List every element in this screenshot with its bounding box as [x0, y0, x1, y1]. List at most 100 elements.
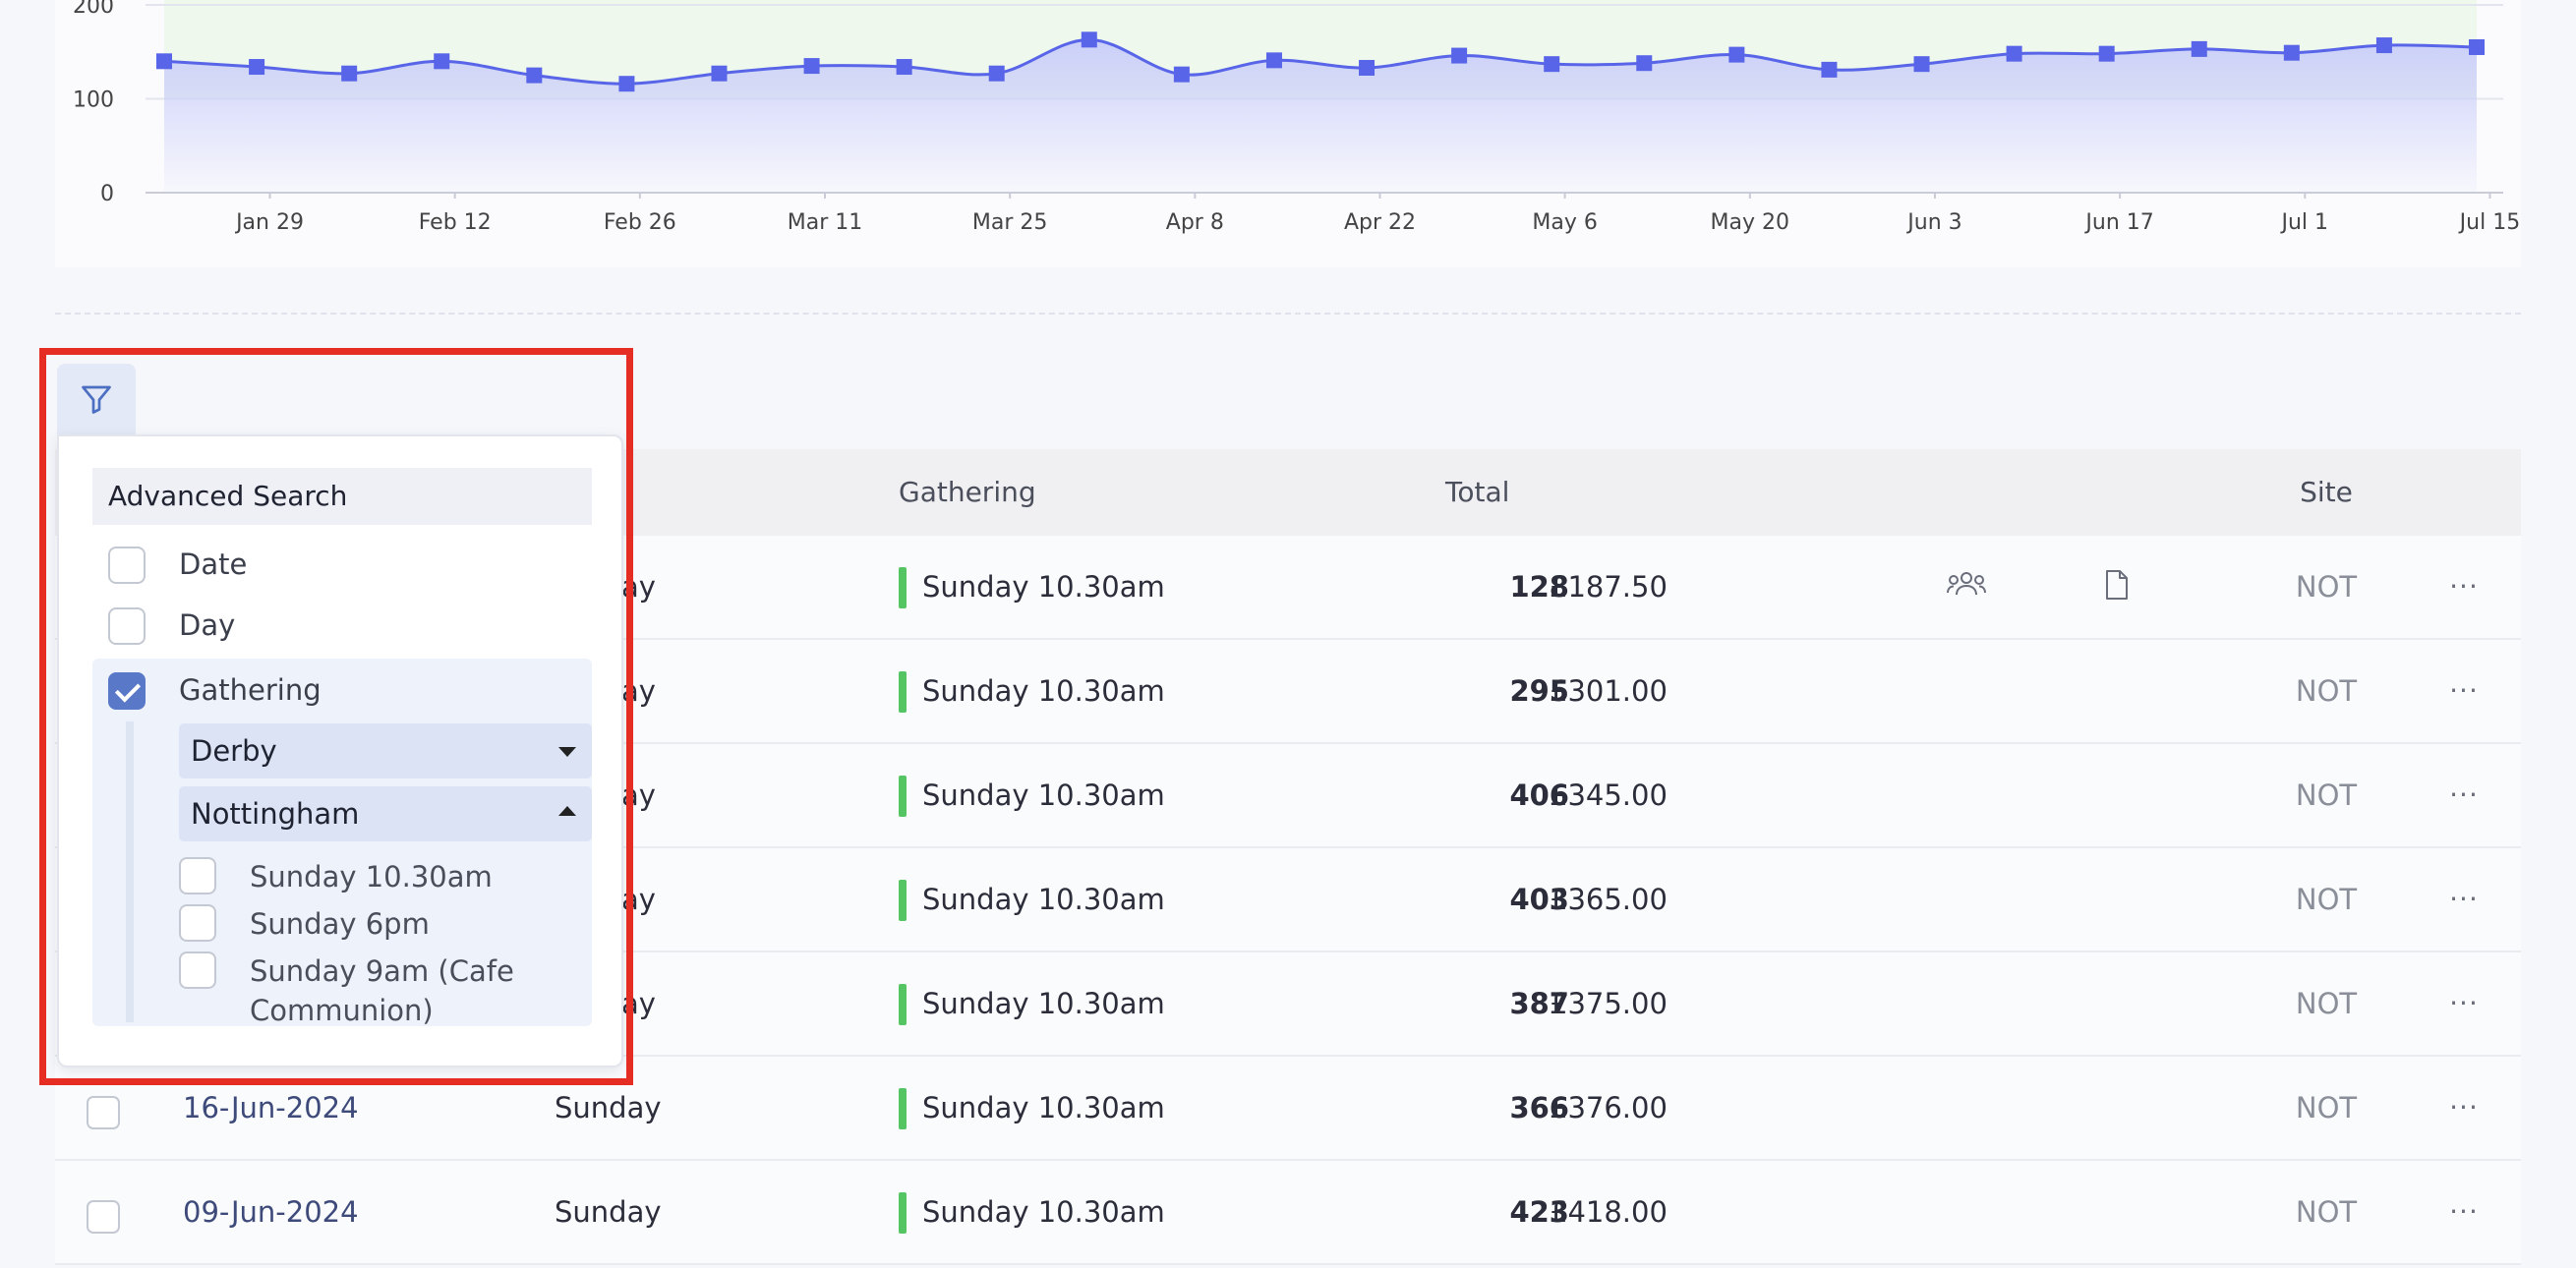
sunday-9am-label: Sunday 9am (Cafe Communion) [250, 954, 514, 1027]
data-point [249, 59, 265, 76]
gathering-color-bar [899, 1088, 907, 1129]
x-tick-label: Mar 11 [788, 210, 863, 235]
row-site: NOT [2295, 1195, 2358, 1229]
gathering-color-bar [899, 671, 907, 713]
sunday-6pm-checkbox[interactable] [179, 904, 216, 942]
sunday-6pm-label: Sunday 6pm [250, 907, 430, 941]
gathering-option-sunday-1030[interactable]: Sunday 10.30am [179, 857, 592, 896]
data-point [434, 53, 450, 70]
data-point [1913, 56, 1930, 73]
row-amount: £301.00 [1550, 674, 1668, 708]
row-site: NOT [2295, 674, 2358, 708]
option-day[interactable]: Day [92, 598, 592, 653]
row-more-button[interactable]: ··· [2449, 570, 2479, 603]
header-gathering[interactable]: Gathering [899, 476, 1036, 508]
x-tick-label: May 20 [1711, 210, 1789, 235]
row-gathering: Sunday 10.30am [922, 778, 1165, 812]
row-gathering: Sunday 10.30am [922, 570, 1165, 604]
row-more-button[interactable]: ··· [2449, 674, 2479, 707]
row-day: ay [621, 778, 656, 812]
row-more-button[interactable]: ··· [2449, 987, 2479, 1019]
sunday-9am-checkbox[interactable] [179, 951, 216, 989]
table-row[interactable]: 09-Jun-2024 Sunday Sunday 10.30am 423 £418.0… [55, 1161, 2521, 1265]
section-divider [55, 313, 2521, 315]
data-point [1081, 31, 1097, 48]
row-amount: £418.00 [1550, 1195, 1668, 1229]
data-point [2191, 40, 2207, 57]
x-tick-label: Jul 1 [2280, 210, 2329, 235]
gathering-color-bar [899, 776, 907, 817]
row-day: ay [621, 674, 656, 708]
row-site: NOT [2295, 778, 2358, 812]
date-checkbox[interactable] [108, 547, 146, 584]
site-dropdown-derby[interactable]: Derby [179, 723, 592, 778]
site-derby-label: Derby [191, 734, 277, 768]
header-total[interactable]: Total [1445, 476, 1510, 508]
row-day: Sunday [555, 1195, 662, 1229]
row-site: NOT [2295, 570, 2358, 604]
data-point [711, 65, 728, 82]
data-point [526, 67, 543, 84]
x-tick-label: Jun 17 [2083, 210, 2153, 235]
gathering-checkbox[interactable] [108, 672, 146, 710]
row-checkbox[interactable] [87, 1096, 120, 1129]
data-point [2098, 45, 2115, 62]
x-tick-label: Apr 22 [1344, 210, 1416, 235]
row-total: 403 [1509, 883, 1569, 916]
option-gathering[interactable]: Gathering [92, 663, 592, 718]
gathering-group-guide [126, 721, 134, 1022]
x-tick-label: Mar 25 [972, 210, 1048, 235]
header-site[interactable]: Site [2300, 476, 2353, 508]
attendance-chart: 0 100 200 Jan 29 Feb 12 Feb 26 Mar 11 Mar 25 Apr… [0, 0, 2576, 280]
sunday-1030-checkbox[interactable] [179, 857, 216, 894]
x-tick-label: May 6 [1532, 210, 1597, 235]
data-point [896, 59, 912, 76]
chevron-down-icon [558, 747, 576, 757]
y-tick-label: 0 [100, 182, 114, 206]
chevron-up-icon [558, 806, 576, 816]
document-icon[interactable] [2104, 569, 2130, 601]
row-day: ay [621, 987, 656, 1020]
y-tick-label: 200 [73, 0, 114, 19]
gathering-option-sunday-9am[interactable]: Sunday 9am (Cafe Communion) [179, 951, 592, 1030]
people-icon[interactable] [1947, 569, 1986, 601]
row-date-link[interactable]: 16-Jun-2024 [183, 1091, 359, 1124]
row-gathering: Sunday 10.30am [922, 987, 1165, 1020]
advanced-search-panel: Advanced Search Date Day Gathering Derby… [57, 434, 623, 1067]
gathering-color-bar [899, 880, 907, 921]
table-row[interactable]: 16-Jun-2024 Sunday Sunday 10.30am 366 £376.0… [55, 1057, 2521, 1161]
x-tick-label: Apr 8 [1166, 210, 1224, 235]
gathering-color-bar [899, 567, 907, 608]
option-day-label: Day [179, 608, 236, 642]
row-total: 423 [1509, 1195, 1569, 1229]
gathering-color-bar [899, 1192, 907, 1234]
site-dropdown-nottingham[interactable]: Nottingham [179, 786, 592, 841]
x-tick-label: Jan 29 [234, 210, 304, 235]
data-point [1451, 47, 1468, 64]
attendance-chart-svg: 0 100 200 Jan 29 Feb 12 Feb 26 Mar 11 Mar 25 Apr… [55, 0, 2521, 267]
data-point [2375, 37, 2392, 54]
row-more-button[interactable]: ··· [2449, 1091, 2479, 1124]
gathering-option-sunday-6pm[interactable]: Sunday 6pm [179, 904, 592, 944]
option-date[interactable]: Date [92, 537, 592, 592]
row-total: 295 [1509, 674, 1569, 708]
data-point [1359, 59, 1376, 76]
row-more-button[interactable]: ··· [2449, 1195, 2479, 1228]
data-point [156, 53, 172, 70]
row-more-button[interactable]: ··· [2449, 883, 2479, 915]
row-total: 387 [1509, 987, 1569, 1020]
site-nottingham-label: Nottingham [191, 797, 360, 831]
data-point [1821, 61, 1838, 78]
row-amount: £376.00 [1550, 1091, 1668, 1124]
data-point [1544, 56, 1560, 73]
row-date-link[interactable]: 09-Jun-2024 [183, 1195, 359, 1229]
day-checkbox[interactable] [108, 607, 146, 645]
row-checkbox[interactable] [87, 1200, 120, 1234]
data-point [1728, 46, 1745, 63]
row-gathering: Sunday 10.30am [922, 674, 1165, 708]
filter-button[interactable] [57, 364, 136, 434]
row-site: NOT [2295, 987, 2358, 1020]
row-more-button[interactable]: ··· [2449, 778, 2479, 811]
area-fill [164, 39, 2477, 193]
data-point [2283, 44, 2300, 61]
